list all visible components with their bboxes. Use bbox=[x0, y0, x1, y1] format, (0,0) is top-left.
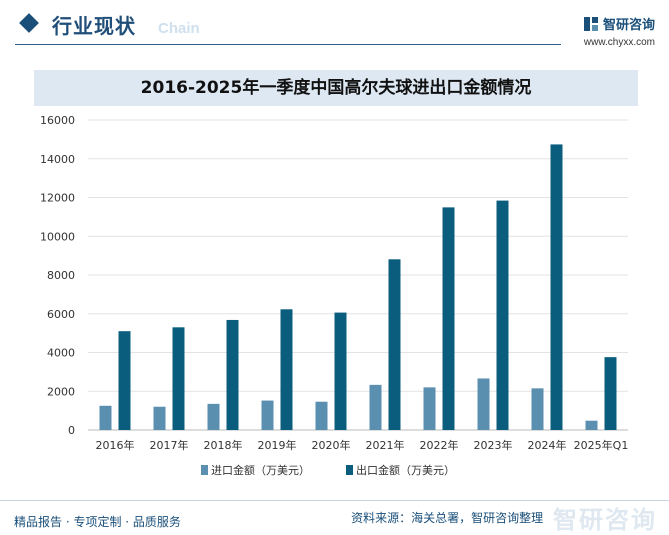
x-tick-label: 2025年Q1 bbox=[574, 438, 629, 452]
y-tick-label: 16000 bbox=[40, 114, 75, 127]
import-bar bbox=[423, 387, 436, 430]
export-bar bbox=[388, 259, 401, 430]
export-bar bbox=[118, 331, 131, 430]
import-bar bbox=[531, 388, 544, 430]
export-bar bbox=[496, 200, 509, 430]
export-bar bbox=[226, 319, 239, 430]
legend-label-export: 出口金额（万美元） bbox=[356, 463, 455, 477]
y-tick-label: 8000 bbox=[47, 269, 75, 282]
chart-title: 2016-2025年一季度中国高尔夫球进出口金额情况 bbox=[34, 70, 638, 106]
export-bar bbox=[172, 327, 185, 430]
header-divider bbox=[15, 44, 561, 45]
import-bar bbox=[315, 401, 328, 430]
import-bar bbox=[99, 405, 112, 430]
x-tick-label: 2024年 bbox=[528, 438, 567, 452]
page-header: 行业现状 Chain 智研咨询 www.chyxx.com bbox=[0, 0, 669, 50]
x-tick-label: 2020年 bbox=[312, 438, 351, 452]
source-note: 资料来源：海关总署，智研咨询整理 bbox=[351, 511, 544, 525]
brand-block: 智研咨询 www.chyxx.com bbox=[583, 14, 655, 48]
x-tick-label: 2022年 bbox=[420, 438, 459, 452]
y-tick-label: 12000 bbox=[40, 192, 75, 205]
footer-source-block: 资料来源：海关总署，智研咨询整理 智研咨询 bbox=[351, 500, 657, 535]
brand-name: 智研咨询 bbox=[602, 18, 655, 33]
x-tick-label: 2023年 bbox=[474, 438, 513, 452]
y-tick-label: 14000 bbox=[40, 153, 75, 166]
y-tick-label: 6000 bbox=[47, 308, 75, 321]
export-bar bbox=[604, 357, 617, 430]
legend-swatch-import bbox=[201, 465, 208, 475]
footer-divider bbox=[0, 500, 669, 501]
brand-logo-icon bbox=[583, 17, 598, 31]
y-tick-label: 10000 bbox=[40, 230, 75, 243]
x-tick-label: 2021年 bbox=[366, 438, 405, 452]
import-bar bbox=[261, 400, 274, 430]
export-bar bbox=[550, 144, 563, 430]
x-tick-label: 2019年 bbox=[258, 438, 297, 452]
footer-slogan: 精品报告 · 专项定制 · 品质服务 bbox=[14, 515, 181, 529]
diamond-icon bbox=[19, 13, 39, 33]
export-bar bbox=[442, 207, 455, 430]
x-tick-label: 2018年 bbox=[204, 438, 243, 452]
import-bar bbox=[153, 406, 166, 430]
x-tick-label: 2017年 bbox=[150, 438, 189, 452]
bar-chart: 0 2000 4000 6000 8000 10000 12000 14000 16000 201… bbox=[40, 114, 629, 477]
import-bar bbox=[585, 420, 598, 430]
legend-label-import: 进口金额（万美元） bbox=[211, 463, 310, 477]
x-tick-label: 2016年 bbox=[96, 438, 135, 452]
y-tick-label: 0 bbox=[68, 424, 75, 437]
section-subtitle: Chain bbox=[158, 20, 200, 37]
legend-swatch-export bbox=[346, 465, 353, 475]
brand-url: www.chyxx.com bbox=[583, 37, 655, 48]
y-tick-label: 4000 bbox=[47, 347, 75, 360]
import-bar bbox=[369, 384, 382, 430]
footer-watermark: 智研咨询 bbox=[553, 506, 657, 534]
export-bar bbox=[280, 309, 293, 430]
import-bar bbox=[477, 378, 490, 430]
export-bar bbox=[334, 312, 347, 430]
import-bar bbox=[207, 403, 220, 430]
section-title: 行业现状 bbox=[52, 14, 136, 38]
y-tick-label: 2000 bbox=[47, 385, 75, 398]
